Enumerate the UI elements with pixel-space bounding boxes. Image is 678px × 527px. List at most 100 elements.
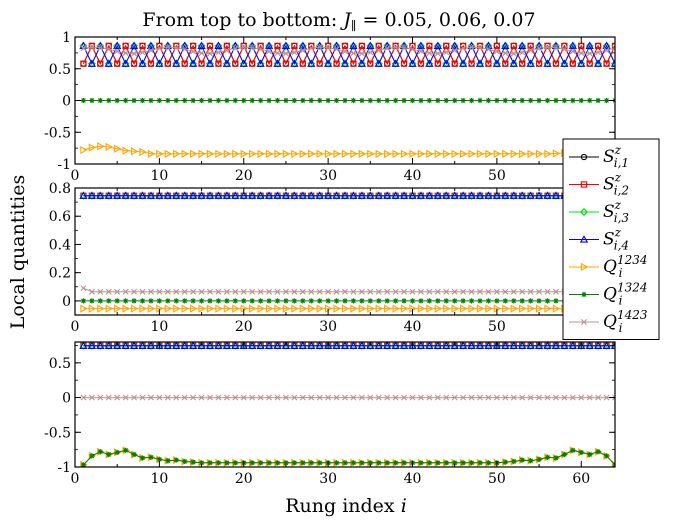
data-point [527, 47, 534, 54]
data-point [298, 342, 307, 350]
data-point [460, 45, 467, 52]
data-point [265, 149, 274, 158]
data-point [290, 191, 299, 200]
data-point [485, 304, 493, 313]
data-point [383, 191, 392, 200]
data-point [425, 59, 434, 67]
data-point [290, 342, 299, 350]
data-point [544, 42, 551, 50]
data-point [442, 191, 451, 199]
data-point [468, 304, 476, 313]
data-point [317, 97, 323, 104]
data-point [527, 394, 534, 401]
data-point [442, 59, 451, 67]
data-point [603, 60, 610, 67]
data-point [181, 288, 188, 295]
data-point [87, 342, 97, 349]
data-point [113, 342, 122, 349]
data-point [433, 191, 442, 200]
data-point [527, 149, 535, 158]
data-point [273, 59, 282, 67]
data-point [342, 298, 348, 304]
data-point [256, 342, 265, 349]
data-point [519, 288, 526, 295]
data-point [451, 304, 460, 313]
data-point [350, 460, 357, 466]
data-point [308, 394, 315, 401]
data-point [459, 59, 468, 68]
data-point [493, 149, 502, 158]
data-point [492, 191, 501, 200]
data-point [341, 149, 350, 158]
data-point [375, 149, 384, 158]
data-point [249, 60, 256, 67]
data-point [148, 298, 154, 304]
data-point [256, 59, 265, 68]
y-tick-label: -0.5 [44, 125, 71, 141]
data-point [80, 285, 87, 292]
y-tick-label: -1 [57, 460, 71, 476]
data-point [147, 394, 154, 401]
data-point [518, 191, 527, 199]
data-point [324, 191, 333, 200]
data-point [189, 342, 198, 350]
data-point [519, 97, 525, 104]
data-point [376, 298, 382, 304]
data-point [291, 42, 298, 50]
data-point [568, 41, 577, 50]
data-point [198, 60, 205, 67]
data-point [460, 298, 466, 304]
data-point [536, 456, 542, 462]
data-point [205, 59, 215, 67]
data-point [543, 342, 552, 349]
data-point [426, 394, 433, 401]
data-point [543, 342, 552, 350]
data-point [248, 191, 257, 199]
data-point [138, 59, 147, 67]
data-point [257, 46, 264, 53]
data-point [232, 394, 239, 401]
legend-marker [581, 319, 587, 325]
legend-item: Sz i,2 [569, 171, 629, 198]
data-point [560, 59, 569, 67]
data-point [87, 59, 97, 67]
data-point [307, 59, 316, 68]
data-point [299, 149, 308, 158]
data-point [418, 97, 424, 104]
data-point [146, 41, 156, 50]
data-point [511, 298, 517, 304]
data-point [357, 59, 366, 68]
data-point [350, 394, 357, 401]
data-point [501, 191, 510, 200]
data-point [291, 288, 298, 295]
data-point [248, 342, 257, 350]
data-point [214, 342, 223, 350]
data-point [585, 342, 594, 349]
x-tick-label: 20 [235, 168, 253, 184]
data-point [543, 59, 552, 67]
data-point [552, 44, 559, 51]
data-point [106, 298, 112, 304]
data-point [173, 457, 179, 463]
data-point [222, 191, 232, 199]
data-point [484, 342, 493, 350]
data-point [543, 191, 552, 200]
data-point [392, 288, 399, 295]
legend-label: Sz i,4 [603, 226, 629, 253]
data-point [207, 50, 213, 57]
data-point [443, 298, 449, 304]
data-point [494, 298, 500, 304]
data-point [502, 304, 510, 313]
data-point [350, 97, 357, 104]
data-point [452, 460, 458, 466]
data-point [273, 342, 282, 349]
data-point [248, 191, 257, 200]
data-point [291, 394, 298, 401]
data-point [106, 451, 112, 458]
data-point [206, 342, 214, 350]
data-point [349, 342, 358, 350]
data-point [231, 191, 240, 200]
data-point [239, 342, 248, 349]
data-point [460, 97, 466, 104]
data-point [266, 288, 273, 295]
